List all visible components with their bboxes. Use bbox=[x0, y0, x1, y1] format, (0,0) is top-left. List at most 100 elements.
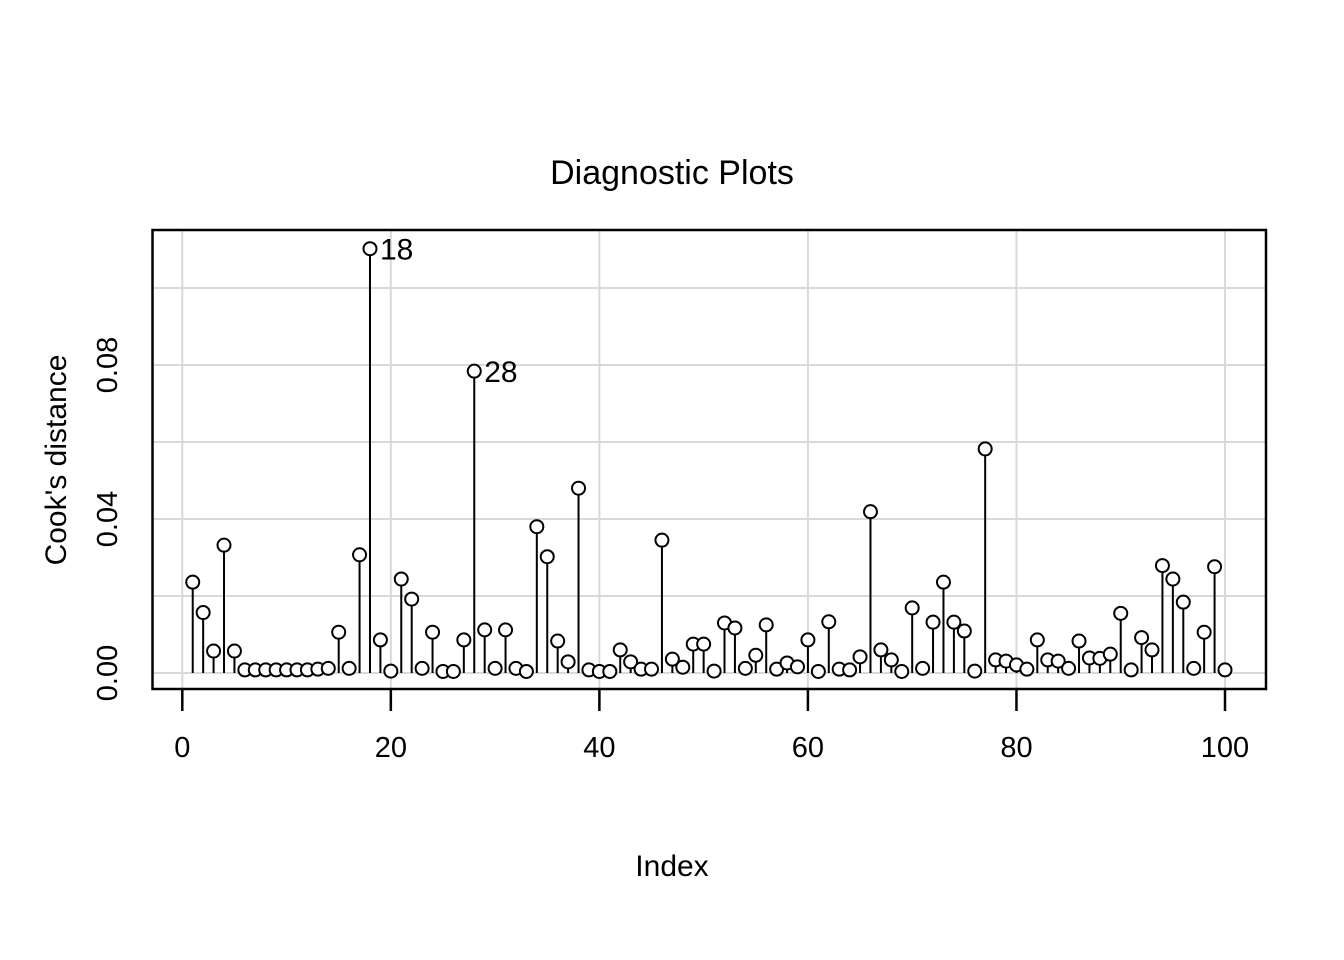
data-point bbox=[821, 614, 837, 630]
data-point bbox=[372, 632, 388, 648]
data-point bbox=[320, 660, 336, 676]
x-tick-layer bbox=[181, 689, 1227, 711]
x-tick-label: 60 bbox=[792, 732, 824, 764]
data-point bbox=[1123, 662, 1139, 678]
data-point bbox=[1061, 660, 1077, 676]
point-label: 18 bbox=[380, 234, 413, 267]
data-point bbox=[1113, 605, 1129, 621]
data-point bbox=[498, 622, 514, 638]
data-point bbox=[925, 614, 941, 630]
data-point bbox=[675, 659, 691, 675]
data-point bbox=[758, 617, 774, 633]
data-point bbox=[331, 624, 347, 640]
data-point bbox=[206, 643, 222, 659]
data-point bbox=[883, 652, 899, 668]
data-point bbox=[946, 614, 962, 630]
data-point bbox=[904, 600, 920, 616]
data-point bbox=[967, 663, 983, 679]
x-tick-label: 20 bbox=[375, 732, 407, 764]
data-point bbox=[185, 574, 201, 590]
data-point bbox=[873, 642, 889, 658]
data-point bbox=[1029, 632, 1045, 648]
point-label: 28 bbox=[484, 356, 517, 389]
data-point bbox=[1019, 661, 1035, 677]
data-point bbox=[810, 663, 826, 679]
data-point bbox=[696, 636, 712, 652]
x-tick-label: 0 bbox=[174, 732, 190, 764]
data-point bbox=[414, 660, 430, 676]
data-point bbox=[737, 660, 753, 676]
data-point bbox=[1207, 559, 1223, 575]
data-point bbox=[425, 624, 441, 640]
data-point bbox=[518, 663, 534, 679]
x-tick-label-layer: 0 20 40 60 80 100 bbox=[174, 732, 1249, 764]
data-point bbox=[664, 651, 680, 667]
x-axis-title: Index bbox=[635, 850, 708, 883]
data-point bbox=[644, 661, 660, 677]
y-tick-label: 0.08 bbox=[92, 337, 124, 393]
data-point bbox=[195, 605, 211, 621]
data-point bbox=[456, 632, 472, 648]
data-point bbox=[602, 663, 618, 679]
data-point bbox=[487, 660, 503, 676]
x-tick-label: 80 bbox=[1000, 732, 1032, 764]
data-point bbox=[571, 480, 587, 496]
data-point bbox=[1102, 646, 1118, 662]
data-point bbox=[956, 623, 972, 639]
data-point bbox=[341, 660, 357, 676]
data-layer bbox=[185, 241, 1233, 679]
grid-layer bbox=[152, 230, 1266, 689]
y-tick-label-layer: 0.00 0.04 0.08 bbox=[92, 337, 124, 701]
data-point bbox=[352, 547, 368, 563]
x-tick-label: 40 bbox=[583, 732, 615, 764]
data-point bbox=[362, 241, 378, 257]
data-point bbox=[1175, 594, 1191, 610]
data-point bbox=[748, 647, 764, 663]
chart-title: Diagnostic Plots bbox=[550, 154, 794, 192]
data-point bbox=[1165, 571, 1181, 587]
data-point bbox=[706, 663, 722, 679]
data-point bbox=[1186, 660, 1202, 676]
y-axis-title: Cook's distance bbox=[40, 355, 73, 566]
data-point bbox=[842, 662, 858, 678]
data-point bbox=[1144, 642, 1160, 658]
data-point bbox=[935, 574, 951, 590]
data-point bbox=[852, 649, 868, 665]
data-point bbox=[1071, 633, 1087, 649]
data-point bbox=[466, 363, 482, 379]
plot-box-layer bbox=[151, 228, 1268, 691]
data-point bbox=[654, 532, 670, 548]
data-point bbox=[383, 663, 399, 679]
data-point bbox=[1154, 558, 1170, 574]
plot-box bbox=[151, 228, 1268, 691]
data-point bbox=[539, 549, 555, 565]
data-point bbox=[529, 519, 545, 535]
data-point bbox=[1134, 630, 1150, 646]
data-point bbox=[445, 663, 461, 679]
data-point bbox=[550, 633, 566, 649]
data-point bbox=[862, 504, 878, 520]
data-point bbox=[727, 620, 743, 636]
data-point bbox=[393, 571, 409, 587]
data-point bbox=[560, 654, 576, 670]
y-tick-label: 0.04 bbox=[92, 491, 124, 547]
data-point bbox=[977, 441, 993, 457]
data-point bbox=[915, 660, 931, 676]
data-point bbox=[1050, 653, 1066, 669]
y-tick-label: 0.00 bbox=[92, 645, 124, 701]
data-point bbox=[789, 659, 805, 675]
data-point bbox=[612, 642, 628, 658]
data-point bbox=[623, 654, 639, 670]
x-tick-label: 100 bbox=[1201, 732, 1249, 764]
data-point bbox=[226, 643, 242, 659]
data-point bbox=[216, 537, 232, 553]
data-point bbox=[1196, 624, 1212, 640]
data-point bbox=[800, 632, 816, 648]
data-point bbox=[1217, 662, 1233, 678]
data-point bbox=[894, 663, 910, 679]
data-point bbox=[404, 591, 420, 607]
data-point bbox=[477, 622, 493, 638]
